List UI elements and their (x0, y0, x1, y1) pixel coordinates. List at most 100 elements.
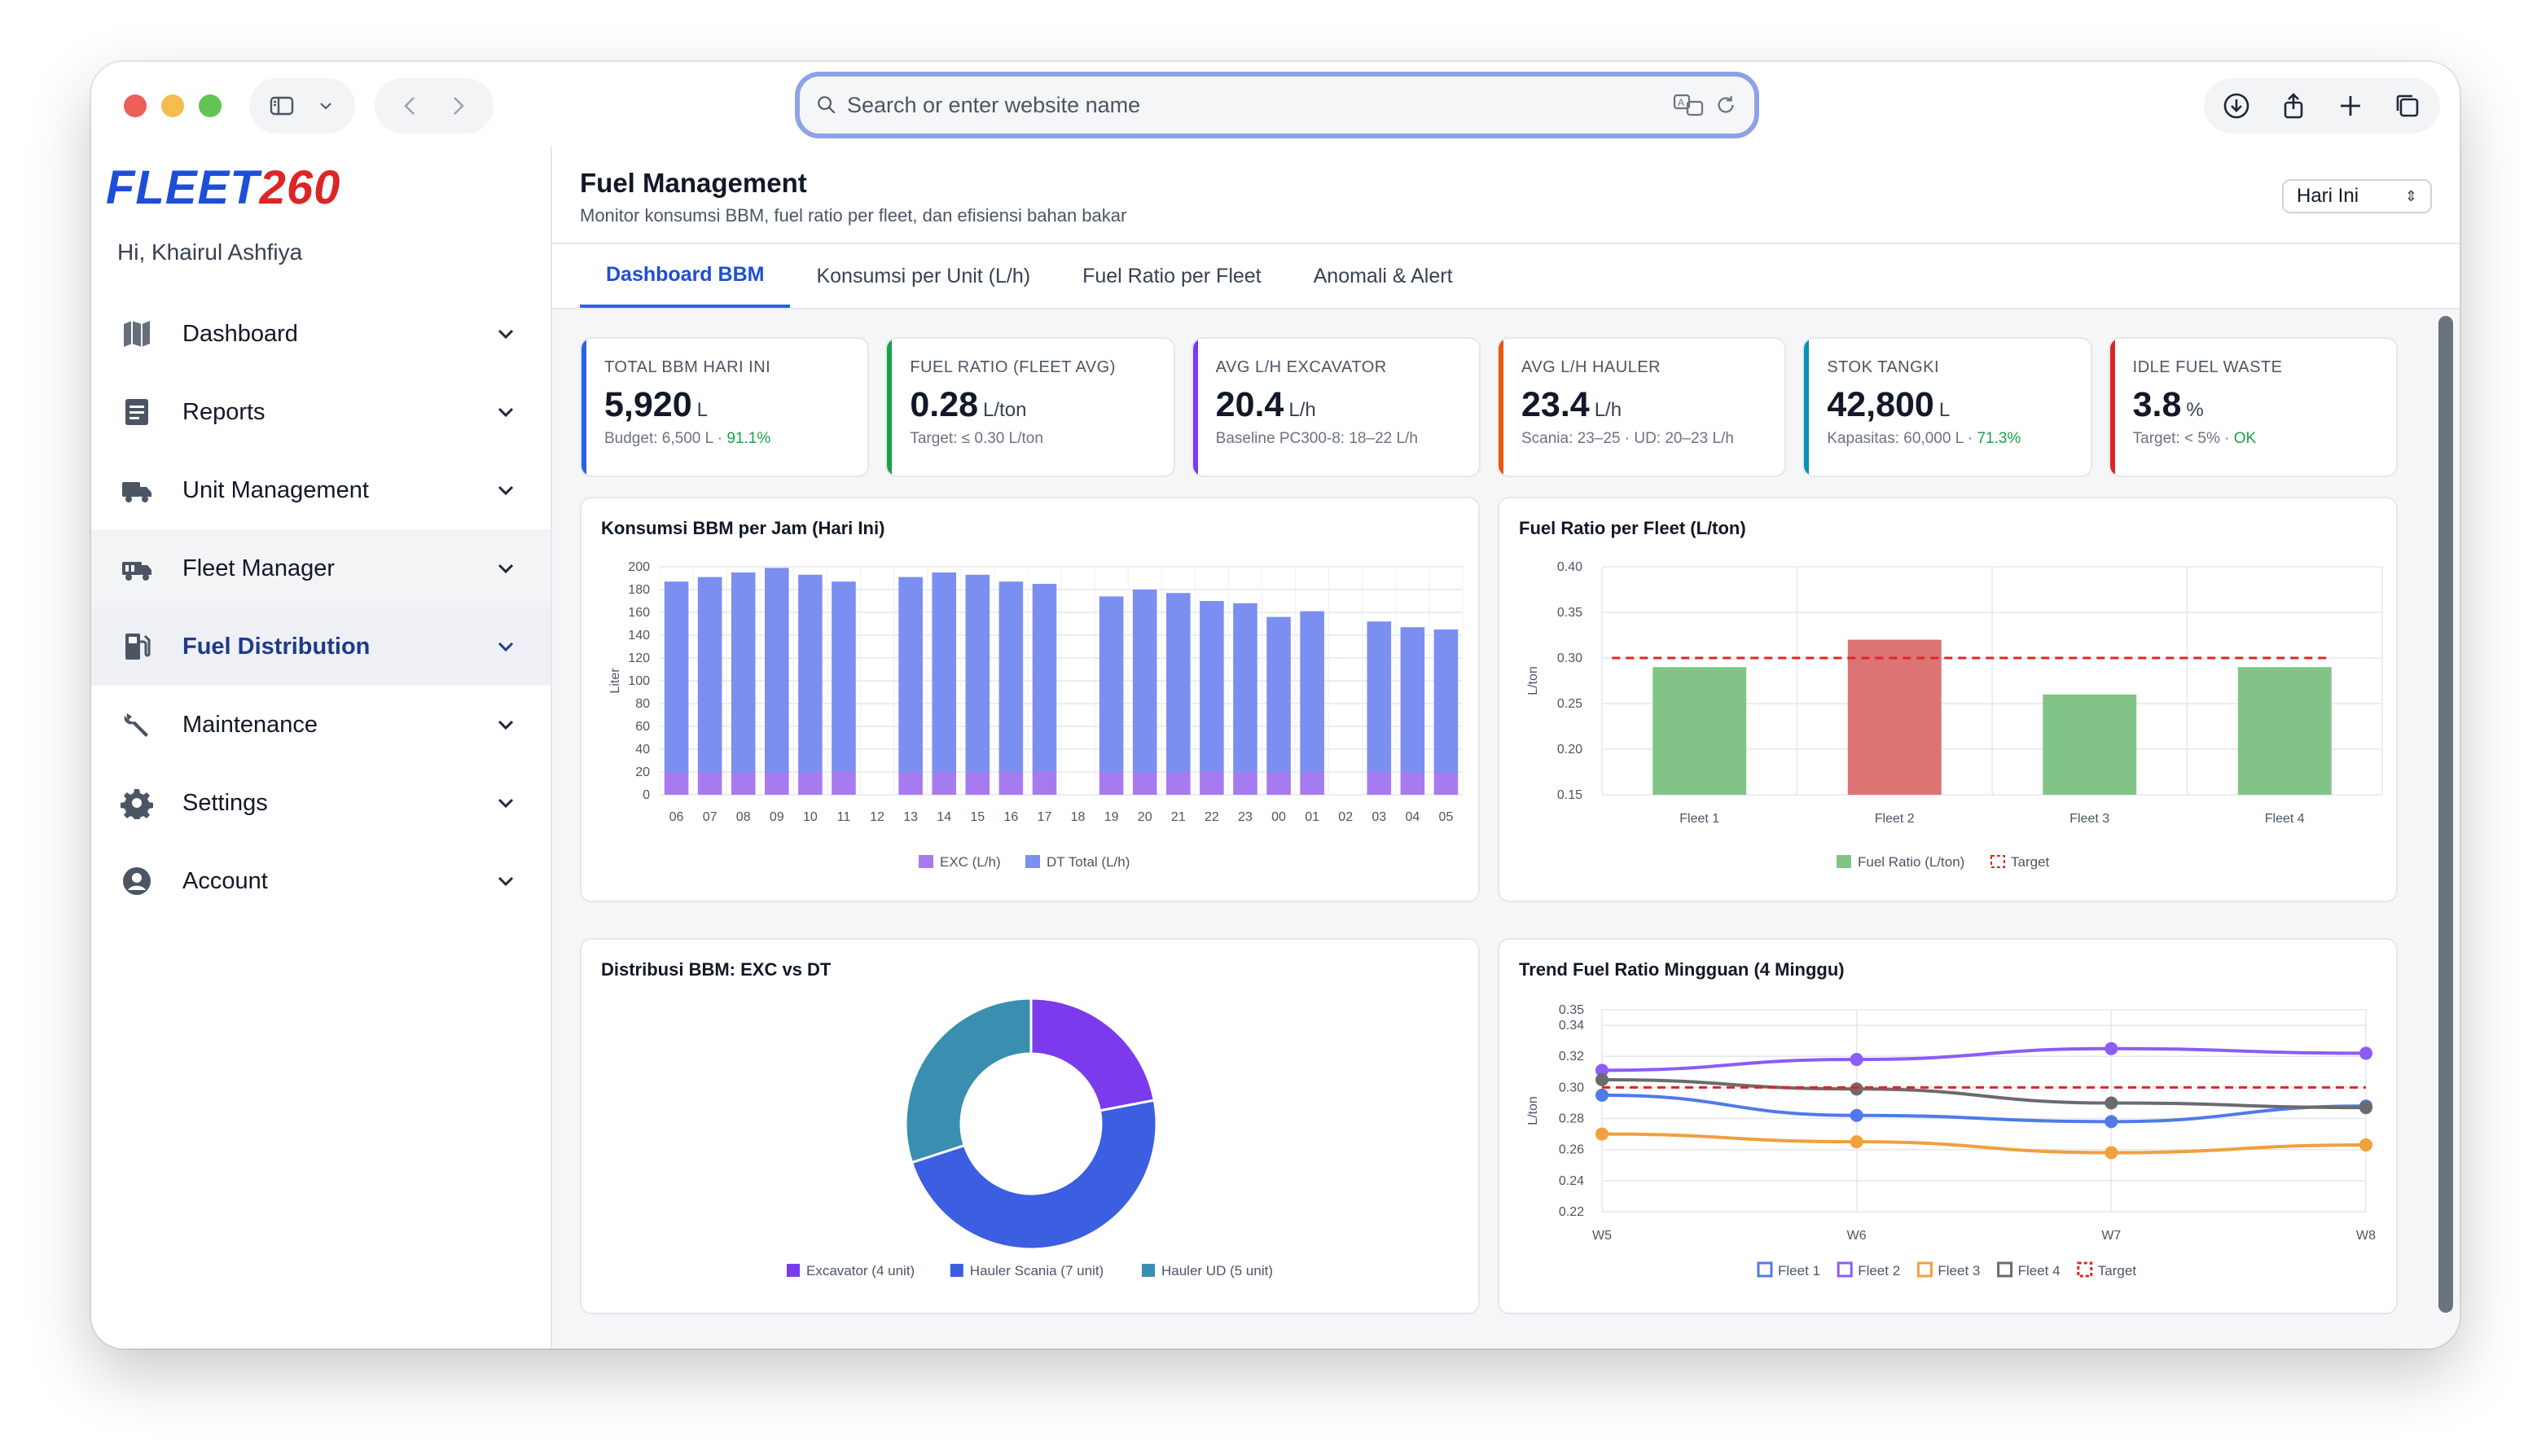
share-icon[interactable] (2279, 91, 2308, 121)
sidebar-item-unit-management[interactable]: Unit Management (91, 451, 551, 529)
kpi-value: 42,800 L (1827, 385, 1951, 424)
tab-konsumsi-per-unit[interactable]: Konsumsi per Unit (L/h) (816, 264, 1031, 287)
sidebar-item-fuel-distribution[interactable]: Fuel Distribution (91, 607, 551, 686)
map-icon (119, 316, 155, 352)
kpi-value: 5,920 L (604, 385, 708, 424)
legend-swatch (1757, 1261, 1773, 1278)
period-select[interactable]: Hari Ini ⇕ (2282, 179, 2432, 213)
reload-icon[interactable] (1714, 93, 1738, 117)
kpi-card: IDLE FUEL WASTE 3.8% Target: < 5% · OK (2108, 337, 2398, 477)
translate-icon[interactable]: A (1673, 92, 1705, 118)
fleet260-logo[interactable]: FLEET260 (106, 160, 341, 214)
x-tick-label: 13 (903, 810, 918, 824)
bar-segment (998, 581, 1024, 772)
bar-segment (1433, 629, 1459, 772)
y-tick-label: 40 (635, 743, 650, 757)
legend-swatch (2077, 1261, 2093, 1278)
x-tick-label: Fleet 1 (1679, 812, 1719, 826)
x-tick-label: 12 (870, 810, 884, 824)
y-tick-label: 60 (635, 720, 650, 734)
kpi-unit: L/h (1594, 399, 1622, 421)
bar-segment (1200, 601, 1224, 772)
chevron-down-icon (498, 407, 514, 418)
tab-overview-icon[interactable] (2393, 91, 2422, 121)
browser-window: A FLEET260 Hi, Khairul Ashfiya Dashboard… (91, 62, 2460, 1349)
page-scrollbar[interactable] (2438, 316, 2453, 1313)
bar-segment (1266, 772, 1291, 795)
x-tick-label: 11 (837, 810, 851, 824)
x-tick-label: 08 (736, 810, 751, 824)
x-tick-label: 03 (1372, 810, 1386, 824)
bar-segment (898, 772, 923, 795)
x-tick-label: W8 (2356, 1229, 2376, 1243)
x-tick-label: Fleet 3 (2069, 812, 2109, 826)
maximize-window-button[interactable] (199, 94, 222, 117)
bar-segment (1200, 772, 1224, 795)
x-tick-label: 20 (1138, 810, 1152, 824)
x-tick-label: 01 (1305, 810, 1319, 824)
y-tick-label: 0.30 (1557, 651, 1582, 665)
kpi-unit: L (1938, 399, 1951, 421)
sidebar-item-account[interactable]: Account (91, 842, 551, 920)
tab-anomali-alert[interactable]: Anomali & Alert (1313, 264, 1453, 287)
kpi-unit: L (696, 399, 708, 421)
bar-segment (965, 772, 990, 795)
sidebar-icon (270, 96, 294, 116)
donut-slice (910, 1099, 1158, 1251)
chevron-down-icon (498, 564, 514, 574)
legend-swatch (1142, 1264, 1155, 1277)
kpi-card: AVG L/H HAULER 23.4 L/h Scania: 23–25 · UD:… (1496, 337, 1787, 477)
sidebar-item-maintenance[interactable]: Maintenance (91, 686, 551, 764)
x-tick-label: 18 (1071, 810, 1086, 824)
address-input[interactable] (847, 92, 1673, 118)
legend-swatch (1916, 1261, 1933, 1278)
y-axis-label: L/ton (1526, 666, 1540, 695)
new-tab-icon[interactable] (2336, 91, 2365, 121)
browser-actions (2204, 78, 2440, 134)
back-icon[interactable] (397, 93, 424, 119)
x-tick-label: W6 (1847, 1229, 1867, 1243)
y-tick-label: 100 (628, 674, 650, 688)
weekly-trend-chart: 0.22 0.24 0.26 0.28 0.30 0.32 0.34 0.35 W5 W6 W7 W8… (1526, 1003, 2376, 1278)
chevron-down-icon (498, 720, 514, 730)
bar-segment (1099, 596, 1124, 772)
legend-label: Fleet 3 (1938, 1263, 1980, 1278)
y-tick-label: 160 (628, 606, 650, 620)
y-tick-label: 0.40 (1557, 560, 1582, 574)
kpi-card: STOK TANGKI 42,800 L Kapasitas: 60,000 L · … (1802, 337, 2092, 477)
x-tick-label: 04 (1405, 810, 1420, 824)
close-window-button[interactable] (124, 94, 147, 117)
legend-swatch (950, 1264, 963, 1277)
x-tick-label: W7 (2101, 1229, 2121, 1243)
fleet-truck-icon (119, 550, 155, 586)
bar-segment (1132, 772, 1157, 795)
chevron-down-icon (498, 876, 514, 887)
sidebar-item-label: Dashboard (182, 320, 298, 347)
divider (552, 243, 2460, 244)
series-line (1601, 1132, 2367, 1155)
kpi-label: STOK TANGKI (1827, 358, 1940, 376)
data-point (2359, 1138, 2372, 1151)
sidebar-item-settings[interactable]: Settings (91, 764, 551, 842)
sidebar-item-reports[interactable]: Reports (91, 373, 551, 451)
user-greeting: Hi, Khairul Ashfiya (117, 239, 303, 265)
minimize-window-button[interactable] (161, 94, 184, 117)
data-point (2359, 1101, 2372, 1115)
page-title: Fuel Management (580, 168, 807, 198)
legend-label: Target (2011, 854, 2050, 870)
address-bar[interactable]: A (795, 72, 1759, 138)
fleet-ratio-chart: 0.15 0.20 0.25 0.30 0.35 0.40 Fleet 1 Fleet 2 Fl… (1526, 560, 2383, 870)
sidebar-item-dashboard[interactable]: Dashboard (91, 295, 551, 373)
legend-label: EXC (L/h) (940, 854, 1001, 870)
sidebar-item-fleet-manager[interactable]: Fleet Manager (91, 529, 551, 607)
tab-dashboard-bbm[interactable]: Dashboard BBM (580, 244, 791, 308)
sidebar-toggle-button[interactable] (249, 78, 355, 134)
y-tick-label: 0.24 (1559, 1174, 1584, 1188)
download-icon[interactable] (2222, 91, 2251, 121)
fleet-ratio-bar (2043, 694, 2137, 795)
forward-icon[interactable] (445, 93, 471, 119)
x-tick-label: 07 (703, 810, 718, 824)
x-tick-label: 02 (1338, 810, 1353, 824)
kpi-note: Baseline PC300-8: 18–22 L/h (1215, 430, 1418, 447)
tab-fuel-ratio-per-fleet[interactable]: Fuel Ratio per Fleet (1082, 264, 1262, 287)
